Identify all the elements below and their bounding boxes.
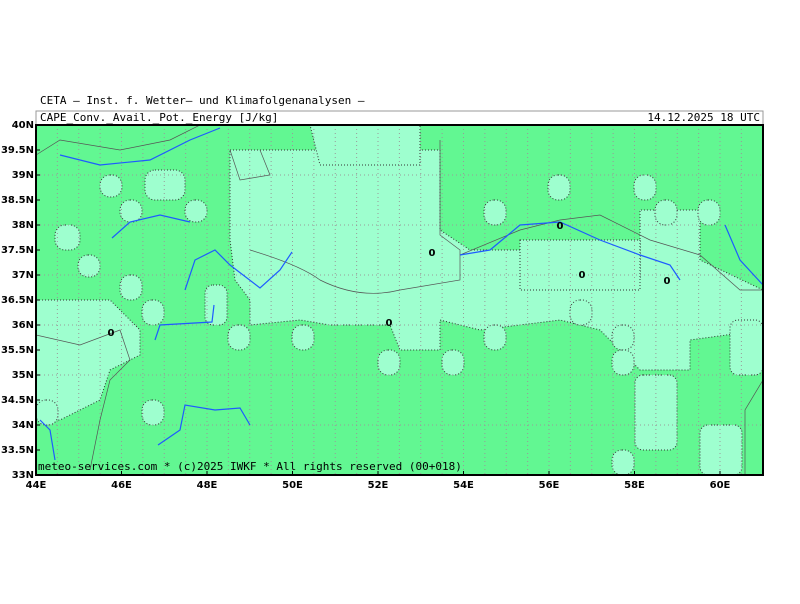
contour-label: 0 [108,328,115,339]
valid-time: 14.12.2025 18 UTC [647,111,760,124]
lon-label: 56E [539,480,560,491]
lat-label: 39.5N [1,145,34,156]
footer: meteo-services.com * (c)2025 IWKF * All … [38,460,462,473]
lat-label: 34N [12,420,34,431]
lat-label: 36N [12,320,34,331]
lon-label: 54E [453,480,474,491]
lon-label: 44E [26,480,47,491]
lat-label: 35.5N [1,345,34,356]
lon-label: 58E [624,480,645,491]
lat-label: 37N [12,270,34,281]
lat-label: 38.5N [1,195,34,206]
map-field: 0 0 0 0 0 0 meteo-services.com * (c)2025 IWKF… [36,125,763,475]
lat-label: 37.5N [1,245,34,256]
institute: CETA — Inst. f. Wetter— und Klimafolgena… [40,94,365,107]
contour-label: 0 [664,276,671,287]
lat-label: 33.5N [1,445,34,456]
contour-label: 0 [579,270,586,281]
lat-label: 36.5N [1,295,34,306]
lon-label: 48E [197,480,218,491]
axis-labels: 44E 46E 48E 50E 52E 54E 56E 58E 60E 40N 39.5N 39N 38… [1,120,731,491]
lon-label: 60E [710,480,731,491]
contour-label: 0 [557,221,564,232]
lat-label: 40N [12,120,34,131]
borders [36,125,763,475]
lat-label: 34.5N [1,395,34,406]
rivers [39,127,763,461]
lat-label: 33N [12,470,34,481]
lon-label: 50E [282,480,303,491]
lon-label: 52E [368,480,389,491]
contour-labels: 0 0 0 0 0 0 [108,221,671,339]
contour-label: 0 [386,318,393,329]
contour-label: 0 [429,248,436,259]
lat-label: 39N [12,170,34,181]
light-areas [36,125,763,475]
lon-label: 46E [111,480,132,491]
lat-label: 35N [12,370,34,381]
parameter: CAPE_Conv._Avail._Pot._Energy [J/kg] [40,111,278,124]
lat-label: 38N [12,220,34,231]
